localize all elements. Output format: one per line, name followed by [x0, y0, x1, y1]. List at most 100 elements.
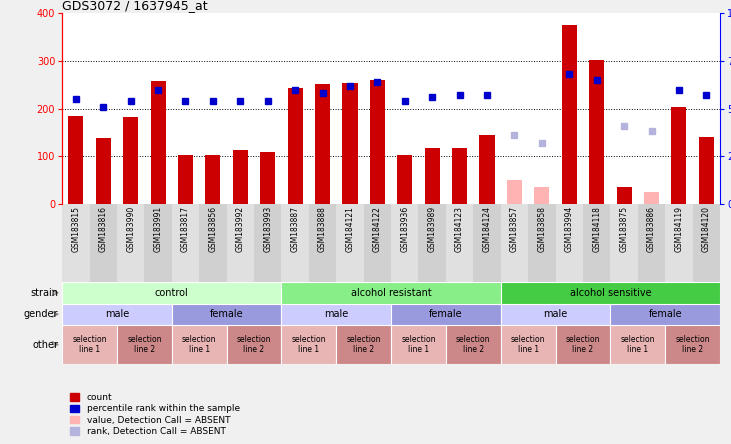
Text: male: male	[105, 309, 129, 319]
Bar	[610, 304, 720, 325]
Text: GSM183817: GSM183817	[181, 206, 190, 252]
Bar	[117, 204, 145, 282]
Bar	[281, 282, 501, 304]
Text: other: other	[32, 340, 58, 349]
Text: female: female	[429, 309, 463, 319]
Bar	[260, 152, 276, 204]
Bar	[62, 204, 89, 282]
Bar	[342, 83, 357, 204]
Text: GSM183936: GSM183936	[401, 206, 409, 253]
Bar	[123, 117, 138, 204]
Bar	[637, 204, 665, 282]
Text: female: female	[648, 309, 682, 319]
Text: GSM184123: GSM184123	[455, 206, 464, 252]
Bar	[501, 282, 720, 304]
Bar	[145, 204, 172, 282]
Bar	[418, 204, 446, 282]
Bar	[583, 204, 610, 282]
Bar	[151, 81, 166, 204]
Text: GSM183815: GSM183815	[72, 206, 80, 252]
Text: selection
line 2: selection line 2	[346, 335, 381, 354]
Text: selection
line 1: selection line 1	[182, 335, 216, 354]
Bar	[62, 325, 117, 364]
Text: selection
line 2: selection line 2	[456, 335, 491, 354]
Text: GSM183887: GSM183887	[291, 206, 300, 252]
Bar	[336, 325, 391, 364]
Bar	[308, 204, 336, 282]
Bar	[315, 84, 330, 204]
Bar	[446, 325, 501, 364]
Text: selection
line 2: selection line 2	[566, 335, 600, 354]
Text: GDS3072 / 1637945_at: GDS3072 / 1637945_at	[62, 0, 208, 12]
Bar	[610, 325, 665, 364]
Bar	[397, 155, 412, 204]
Bar	[534, 187, 550, 204]
Bar	[227, 204, 254, 282]
Text: male: male	[543, 309, 568, 319]
Bar	[391, 325, 446, 364]
Bar	[232, 150, 248, 204]
Bar	[391, 304, 501, 325]
Bar	[254, 204, 281, 282]
Text: GSM183992: GSM183992	[236, 206, 245, 252]
Text: GSM183991: GSM183991	[154, 206, 162, 252]
Text: GSM183857: GSM183857	[510, 206, 519, 252]
Text: GSM183994: GSM183994	[565, 206, 574, 253]
Bar	[287, 88, 303, 204]
Text: selection
line 2: selection line 2	[237, 335, 271, 354]
Bar	[446, 204, 474, 282]
Bar	[480, 135, 495, 204]
Text: selection
line 2: selection line 2	[675, 335, 710, 354]
Bar	[452, 148, 467, 204]
Text: alcohol resistant: alcohol resistant	[351, 288, 431, 298]
Bar	[178, 155, 193, 204]
Bar	[68, 116, 83, 204]
Text: selection
line 1: selection line 1	[621, 335, 655, 354]
Text: selection
line 2: selection line 2	[127, 335, 162, 354]
Bar	[699, 137, 714, 204]
Text: selection
line 1: selection line 1	[292, 335, 326, 354]
Text: GSM183856: GSM183856	[208, 206, 217, 252]
Text: GSM183858: GSM183858	[537, 206, 546, 252]
Bar	[616, 187, 632, 204]
Text: control: control	[155, 288, 189, 298]
Bar	[692, 204, 720, 282]
Text: gender: gender	[24, 309, 58, 319]
Bar	[501, 204, 528, 282]
Text: strain: strain	[31, 288, 58, 298]
Bar	[644, 192, 659, 204]
Text: GSM183888: GSM183888	[318, 206, 327, 252]
Text: GSM183886: GSM183886	[647, 206, 656, 252]
Bar	[665, 204, 693, 282]
Text: GSM184124: GSM184124	[482, 206, 491, 252]
Text: GSM184120: GSM184120	[702, 206, 711, 252]
Text: GSM184119: GSM184119	[675, 206, 683, 252]
Text: selection
line 1: selection line 1	[72, 335, 107, 354]
Text: GSM184122: GSM184122	[373, 206, 382, 252]
Bar	[501, 325, 556, 364]
Text: female: female	[210, 309, 243, 319]
Bar	[172, 325, 227, 364]
Bar	[117, 325, 172, 364]
Text: GSM183993: GSM183993	[263, 206, 272, 253]
Bar	[172, 204, 199, 282]
Bar	[589, 59, 605, 204]
Bar	[474, 204, 501, 282]
Bar	[62, 304, 172, 325]
Bar	[281, 304, 391, 325]
Bar	[205, 155, 221, 204]
Bar	[281, 204, 308, 282]
Bar	[528, 204, 556, 282]
Bar	[96, 138, 111, 204]
Text: alcohol sensitive: alcohol sensitive	[569, 288, 651, 298]
Bar	[391, 204, 418, 282]
Bar	[556, 204, 583, 282]
Bar	[227, 325, 281, 364]
Bar	[336, 204, 364, 282]
Text: GSM184121: GSM184121	[346, 206, 355, 252]
Text: GSM183816: GSM183816	[99, 206, 107, 252]
Bar	[561, 25, 577, 204]
Bar	[363, 204, 391, 282]
Text: GSM183989: GSM183989	[428, 206, 436, 252]
Bar	[556, 325, 610, 364]
